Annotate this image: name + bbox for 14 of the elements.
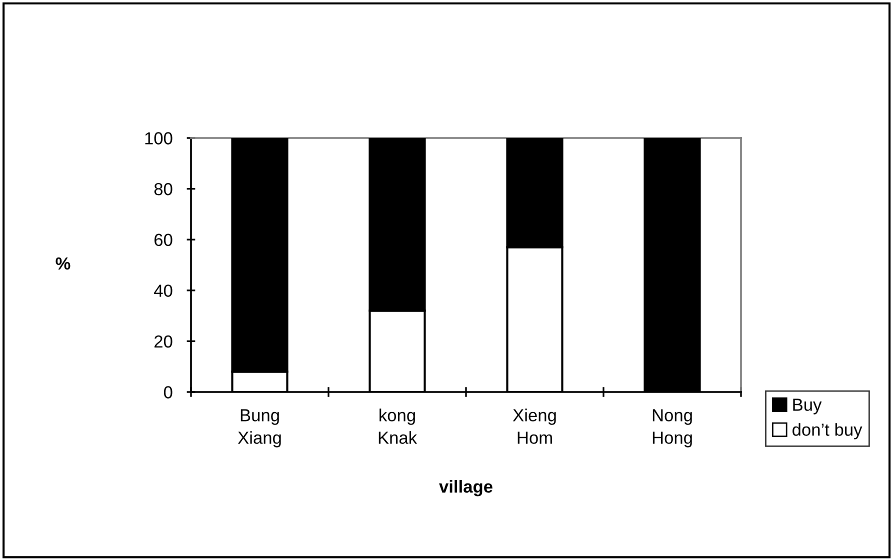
y-tick-label: 20: [154, 335, 172, 348]
y-axis-title: %: [56, 257, 70, 270]
y-tick-label: 60: [154, 234, 172, 246]
y-tick-label: 0: [164, 386, 172, 398]
x-tick-label: Nong Hong: [652, 409, 692, 448]
x-axis-title: village: [439, 480, 492, 496]
legend-label: Buy: [793, 398, 822, 414]
x-tick-label: Xieng Hom: [512, 408, 556, 444]
y-tick-label: 100: [145, 132, 172, 144]
y-tick-label: 80: [154, 182, 172, 196]
x-tick-label: Bung Xiang: [238, 409, 281, 448]
y-tick-label: 40: [154, 284, 172, 297]
x-tick-label: kong Knak: [378, 408, 418, 444]
legend-label: don’t buy: [792, 423, 862, 440]
